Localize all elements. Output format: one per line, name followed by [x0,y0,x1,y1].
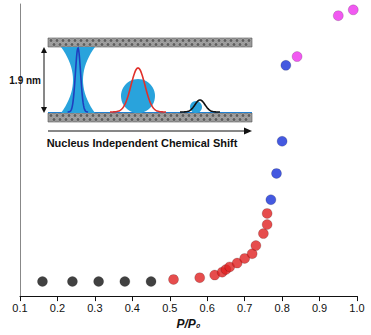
svg-text:0.6: 0.6 [200,302,215,314]
svg-text:0.9: 0.9 [312,302,327,314]
svg-text:0.7: 0.7 [237,302,252,314]
svg-text:0.3: 0.3 [87,302,102,314]
svg-text:0.2: 0.2 [50,302,65,314]
svg-text:0.8: 0.8 [274,302,289,314]
svg-text:P/P₀: P/P₀ [176,317,200,331]
svg-text:0.5: 0.5 [162,302,177,314]
svg-text:1.9 nm: 1.9 nm [9,75,41,86]
svg-text:Nucleus Independent Chemical S: Nucleus Independent Chemical Shift [47,137,238,149]
svg-text:0.4: 0.4 [125,302,140,314]
svg-text:1.0: 1.0 [349,302,364,314]
svg-text:0.1: 0.1 [12,302,27,314]
